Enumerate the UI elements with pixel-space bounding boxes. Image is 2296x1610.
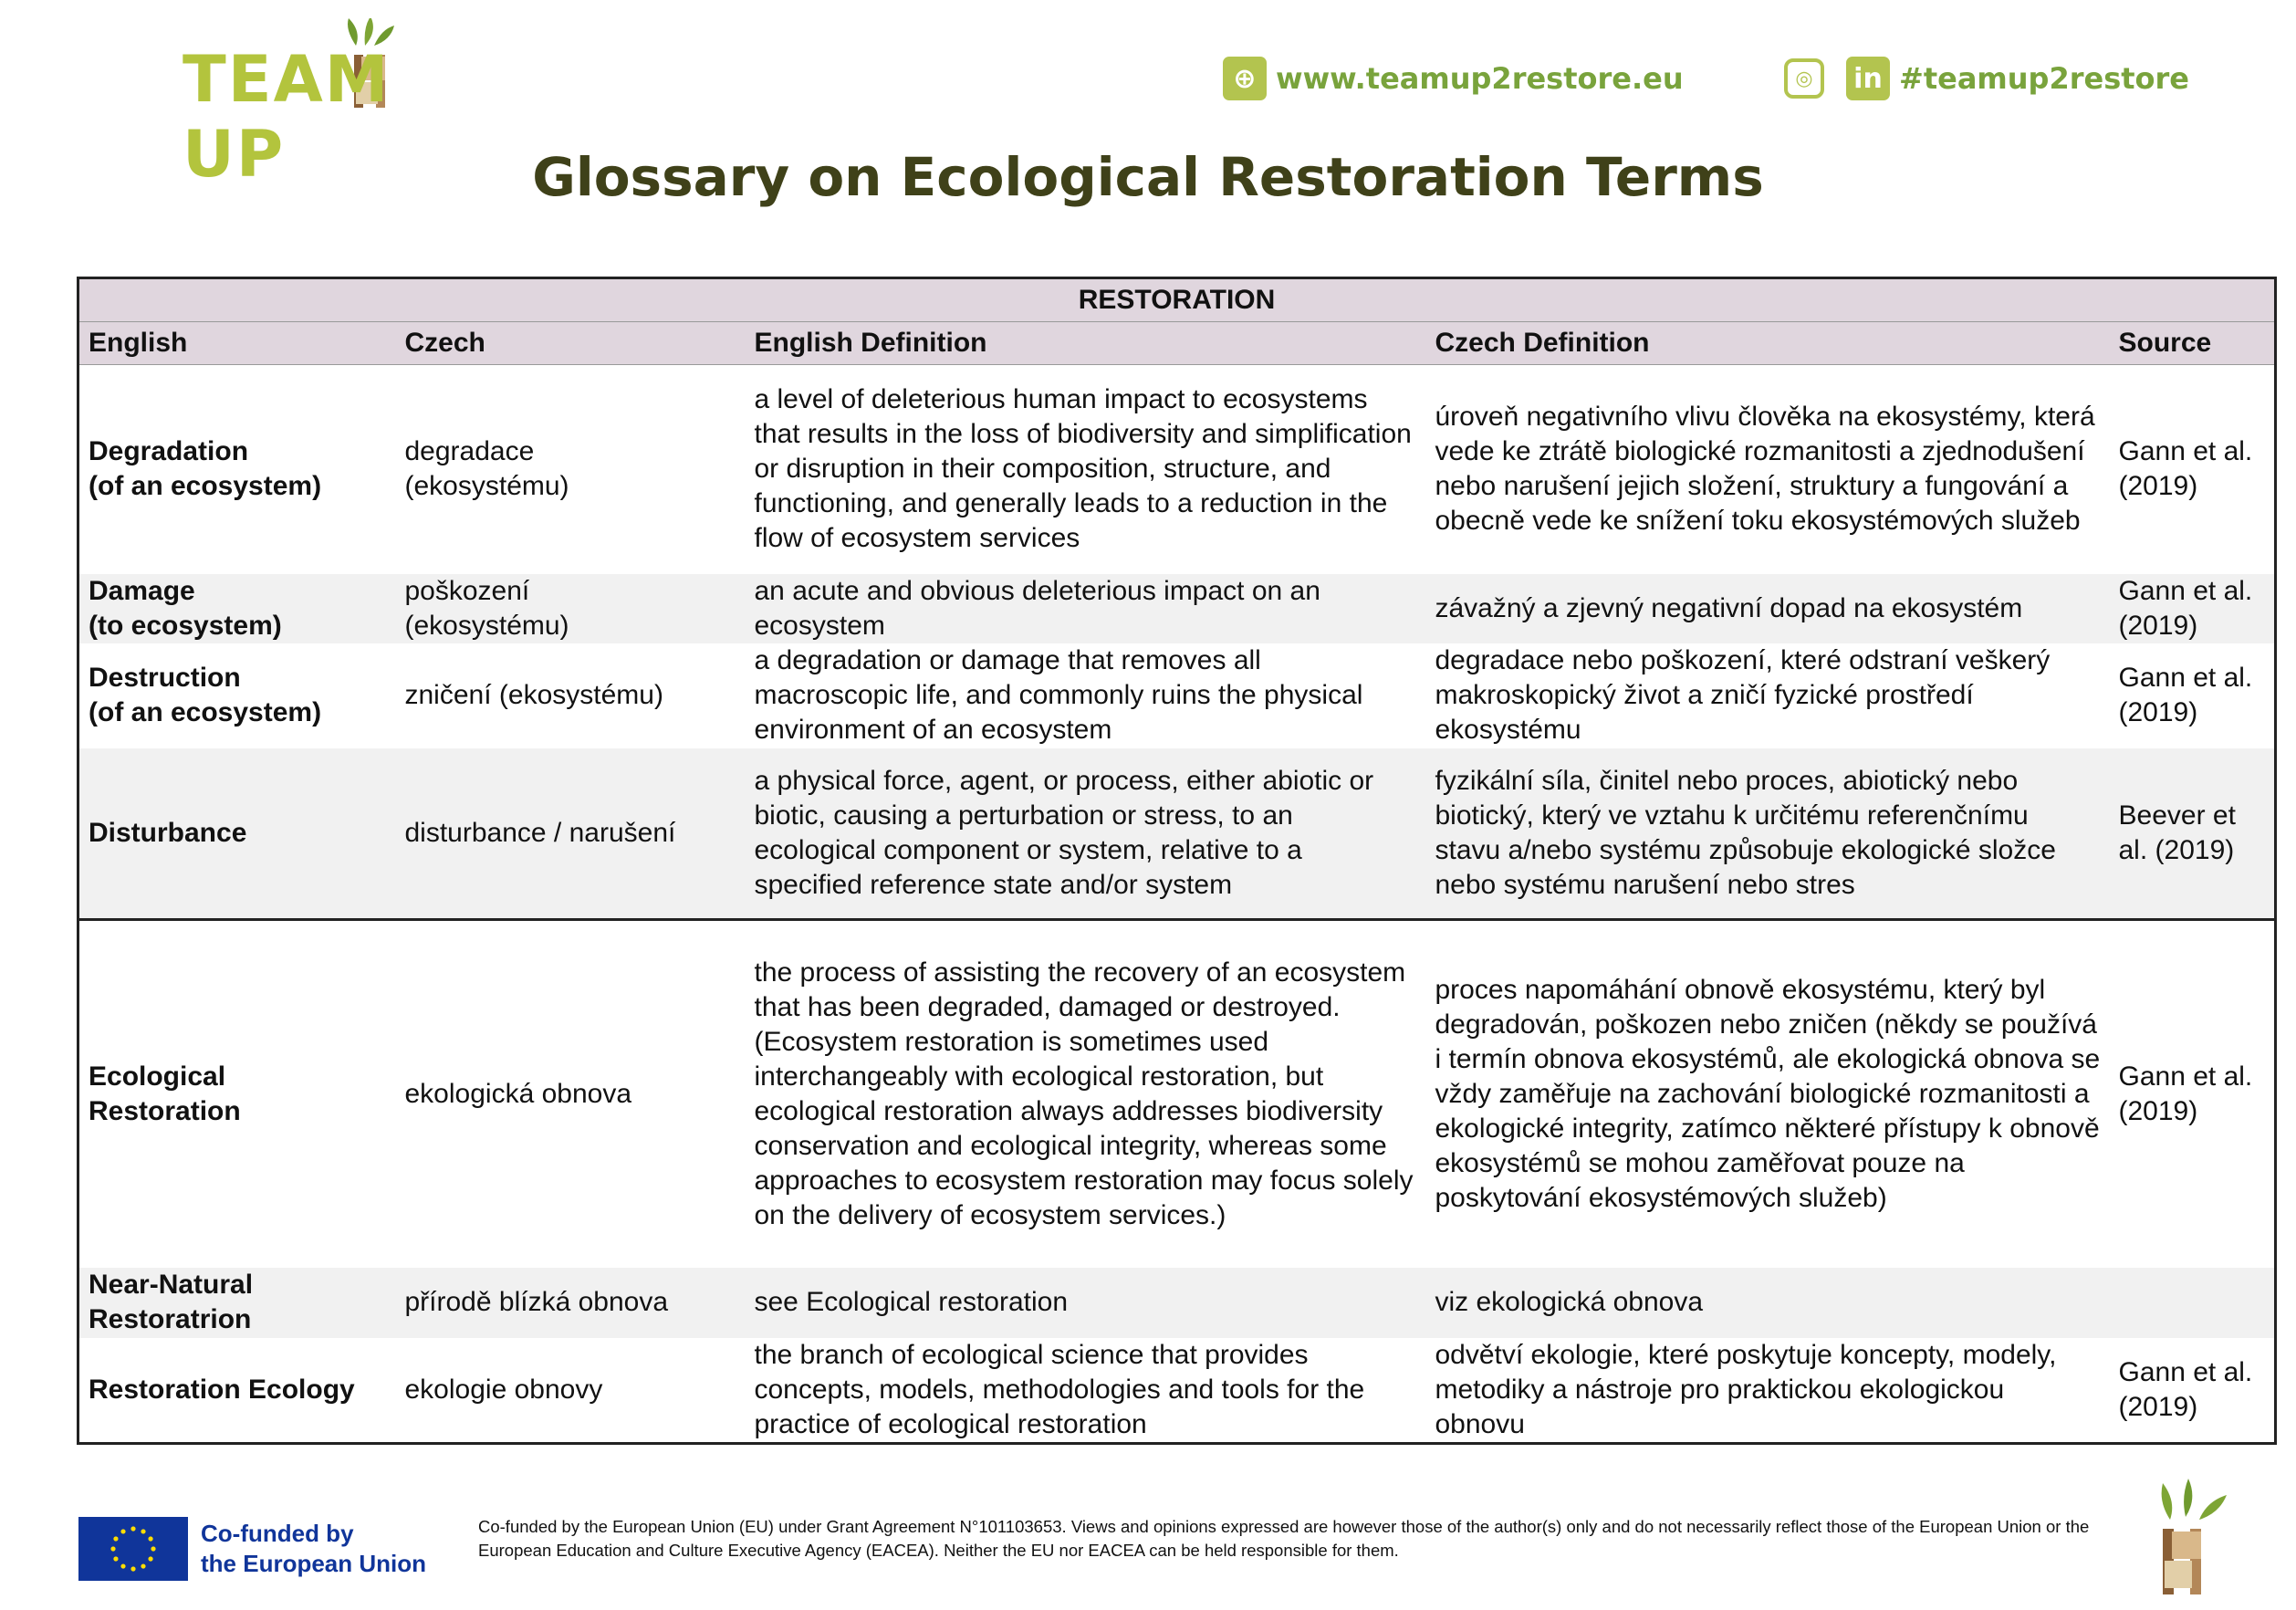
czech-definition-cell: viz ekologická obnova — [1425, 1267, 2110, 1338]
eu-star — [130, 1526, 136, 1532]
term-czech-cell: poškození (ekosystému) — [395, 573, 746, 643]
term-english-cell: Disturbance — [78, 748, 396, 921]
eu-star — [113, 1536, 119, 1542]
eu-star — [113, 1556, 119, 1562]
term-czech-cell: ekologie obnovy — [404, 1374, 603, 1405]
table-row: Restoration Ecology ekologie obnovy the br… — [78, 1338, 2276, 1444]
leaves-icon — [348, 18, 394, 108]
czech-definition-cell: odvětví ekologie, které poskytuje koncep… — [1435, 1339, 2057, 1439]
eu-cofunded-badge: Co-funded by the European Union — [78, 1517, 426, 1581]
czech-definition-cell: degradace nebo poškození, které odstraní… — [1435, 645, 2051, 745]
source-cell: Gann et al. (2019) — [2118, 663, 2253, 727]
eu-star — [148, 1556, 153, 1562]
table-row: Ecological Restoration ekologická obnova t… — [78, 920, 2276, 1268]
eu-star — [141, 1529, 146, 1534]
globe-icon: ⊕ — [1223, 57, 1267, 100]
linkedin-icon[interactable]: in — [1846, 57, 1890, 100]
table-row: Degradation (of an ecosystem) degradace (… — [78, 365, 2276, 574]
source-cell — [2109, 1267, 2276, 1338]
term-english-cell: Degradation (of an ecosystem) — [89, 436, 322, 502]
source-cell: Beever et al. (2019) — [2109, 748, 2276, 921]
column-header-czech: Czech — [395, 321, 746, 365]
eu-star — [148, 1536, 153, 1542]
source-cell: Gann et al. (2019) — [2118, 436, 2253, 502]
section-header: RESTORATION — [78, 277, 2276, 322]
eu-star — [130, 1566, 136, 1572]
page-title: Glossary on Ecological Restoration Terms — [532, 146, 1764, 208]
czech-definition-cell: proces napomáhání obnově ekosystému, kte… — [1435, 974, 2101, 1213]
table-row: Destruction (of an ecosystem) zničení (ek… — [78, 643, 2276, 748]
english-definition-cell: a degradation or damage that removes all… — [754, 645, 1363, 745]
teamup-small-logo-icon — [2161, 1479, 2227, 1594]
column-header-english: English — [78, 321, 396, 365]
czech-definition-cell: úroveň negativního vlivu člověka na ekos… — [1435, 402, 2095, 537]
term-english-cell: Near-Natural Restoratrion — [78, 1267, 396, 1338]
eu-star — [151, 1546, 156, 1552]
english-definition-cell: an acute and obvious deleterious impact … — [745, 573, 1426, 643]
term-czech-cell: zničení (ekosystému) — [404, 680, 663, 710]
czech-definition-cell: fyzikální síla, činitel nebo proces, abi… — [1425, 748, 2110, 921]
eu-star — [120, 1529, 126, 1534]
eu-star — [110, 1546, 116, 1552]
source-cell: Gann et al. (2019) — [2118, 1061, 2253, 1126]
glossary-table: RESTORATION English Czech English Defini… — [77, 277, 2278, 1445]
table-row: Disturbance disturbance / narušení a physi… — [78, 748, 2276, 921]
eu-label-line2: the European Union — [201, 1550, 426, 1577]
eu-star — [120, 1563, 126, 1569]
term-czech-cell: degradace (ekosystému) — [404, 436, 569, 502]
teamup-logo: TEAM UP — [183, 18, 520, 192]
term-english-cell: Restoration Ecology — [89, 1374, 355, 1405]
english-definition-cell: the process of assisting the recovery of… — [754, 957, 1414, 1230]
logo-text: TEAM UP — [183, 42, 391, 192]
english-definition-cell: a physical force, agent, or process, eit… — [745, 748, 1426, 921]
term-english-cell: Damage (to ecosystem) — [78, 573, 396, 643]
english-definition-cell: a level of deleterious human impact to e… — [754, 384, 1412, 554]
social-handle[interactable]: #teamup2restore — [1899, 61, 2189, 96]
term-czech-cell: ekologická obnova — [404, 1078, 632, 1109]
term-czech-cell: disturbance / narušení — [395, 748, 746, 921]
website-link[interactable]: ⊕ www.teamup2restore.eu — [1223, 57, 1684, 100]
instagram-icon[interactable]: ◎ — [1784, 58, 1824, 99]
eu-label-line1: Co-funded by — [201, 1520, 354, 1547]
table-row: Damage (to ecosystem) poškození (ekosysté… — [78, 573, 2276, 643]
eu-star — [141, 1563, 146, 1569]
column-header-source: Source — [2109, 321, 2276, 365]
english-definition-cell: the branch of ecological science that pr… — [754, 1339, 1365, 1439]
table-row: Near-Natural Restoratrion přírodě blízká … — [78, 1267, 2276, 1338]
eu-flag-icon — [78, 1517, 188, 1581]
term-english-cell: Ecological Restoration — [89, 1061, 241, 1126]
term-czech-cell: přírodě blízká obnova — [395, 1267, 746, 1338]
funding-disclaimer: Co-funded by the European Union (EU) und… — [478, 1517, 2090, 1560]
czech-definition-cell: závažný a zjevný negativní dopad na ekos… — [1425, 573, 2110, 643]
website-text[interactable]: www.teamup2restore.eu — [1276, 61, 1684, 96]
term-english-cell: Destruction (of an ecosystem) — [89, 663, 322, 727]
column-header-czech-definition: Czech Definition — [1425, 321, 2110, 365]
column-header-english-definition: English Definition — [745, 321, 1426, 365]
social-links: ◎ in #teamup2restore — [1784, 57, 2189, 100]
source-cell: Gann et al. (2019) — [2109, 573, 2276, 643]
english-definition-cell: see Ecological restoration — [745, 1267, 1426, 1338]
source-cell: Gann et al. (2019) — [2118, 1356, 2253, 1422]
